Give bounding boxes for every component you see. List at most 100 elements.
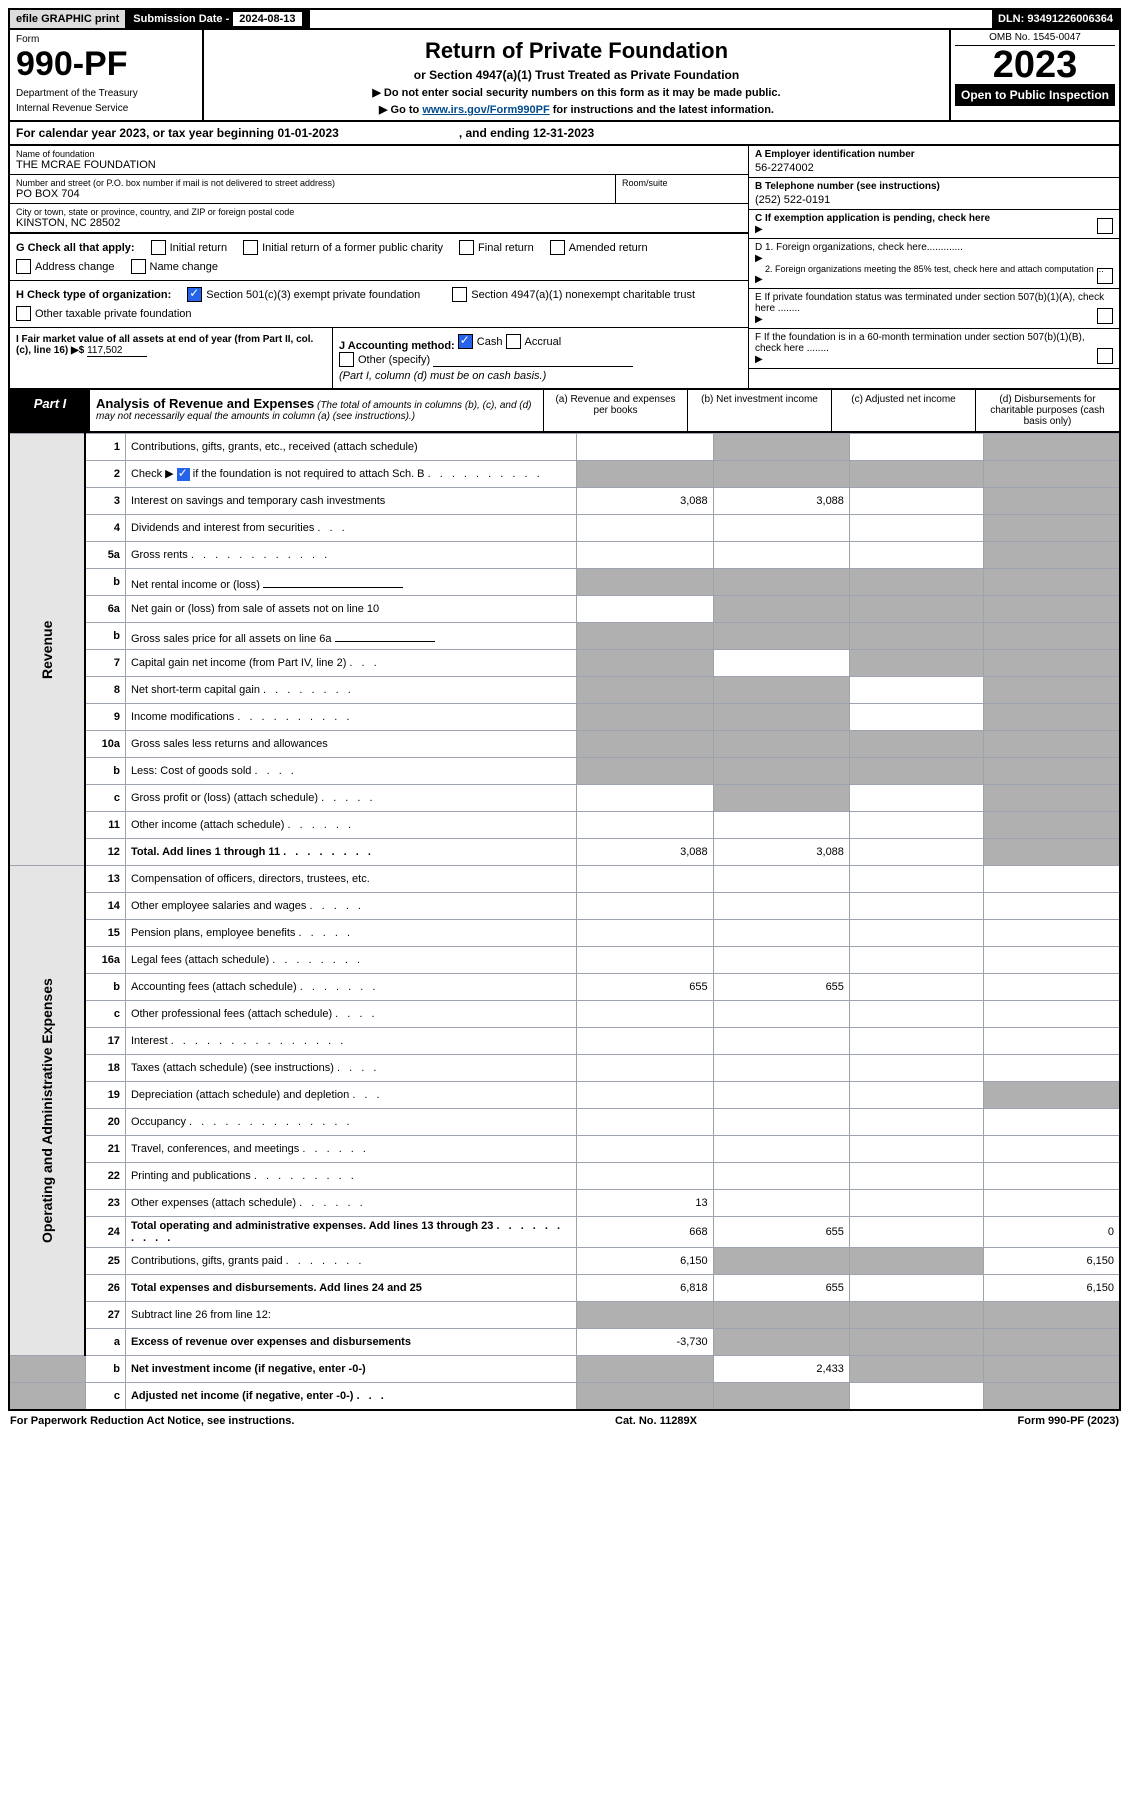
line-desc: Other professional fees (attach schedule… [125, 1001, 576, 1028]
cell-val: 6,150 [983, 1275, 1120, 1302]
table-row: b Accounting fees (attach schedule) . . … [9, 974, 1120, 1001]
chk-60-month[interactable] [1097, 348, 1113, 364]
submission-date-label: Submission Date - 2024-08-13 [127, 10, 309, 28]
chk-status-terminated[interactable] [1097, 308, 1113, 324]
chk-initial-former[interactable]: Initial return of a former public charit… [243, 240, 443, 255]
chk-exemption-pending[interactable] [1097, 218, 1113, 234]
table-row: b Net rental income or (loss) [9, 569, 1120, 596]
table-row: 6a Net gain or (loss) from sale of asset… [9, 596, 1120, 623]
table-row: 3 Interest on savings and temporary cash… [9, 488, 1120, 515]
g-label: G Check all that apply: [16, 242, 135, 254]
j-note: (Part I, column (d) must be on cash basi… [339, 370, 546, 382]
goto-pre: ▶ Go to [379, 104, 422, 116]
form-ref: Form 990-PF (2023) [1018, 1415, 1119, 1427]
part1-title: Analysis of Revenue and Expenses [96, 396, 314, 411]
goto-post: for instructions and the latest informat… [550, 104, 774, 116]
line-no: 25 [85, 1248, 125, 1275]
top-bar: efile GRAPHIC print Submission Date - 20… [8, 8, 1121, 30]
line-desc: Less: Cost of goods sold . . . . [125, 758, 576, 785]
chk-name-change[interactable]: Name change [131, 259, 219, 274]
line-desc: Subtract line 26 from line 12: [125, 1302, 576, 1329]
info-block: Name of foundation THE MCRAE FOUNDATION … [8, 146, 1121, 390]
cell-val: 655 [713, 1217, 849, 1248]
tax-year: 2023 [955, 46, 1115, 84]
line-desc: Total operating and administrative expen… [125, 1217, 576, 1248]
chk-accrual[interactable]: Accrual [506, 334, 562, 349]
line-desc: Legal fees (attach schedule) . . . . . .… [125, 947, 576, 974]
other-specify-field[interactable] [433, 352, 633, 367]
col-b-header: (b) Net investment income [687, 390, 831, 431]
line-desc: Net investment income (if negative, ente… [125, 1356, 576, 1383]
table-row: 11 Other income (attach schedule) . . . … [9, 812, 1120, 839]
cell-val: 3,088 [577, 839, 714, 866]
line-desc: Occupancy . . . . . . . . . . . . . . [125, 1109, 576, 1136]
line-no: 19 [85, 1082, 125, 1109]
section-ij: I Fair market value of all assets at end… [10, 327, 748, 388]
irs-label: Internal Revenue Service [16, 103, 196, 114]
col-a-header: (a) Revenue and expenses per books [543, 390, 687, 431]
line-no: 22 [85, 1163, 125, 1190]
chk-final-return[interactable]: Final return [459, 240, 534, 255]
chk-foreign-org[interactable] [1097, 268, 1113, 284]
irs-link[interactable]: www.irs.gov/Form990PF [422, 104, 549, 116]
table-row: b Net investment income (if negative, en… [9, 1356, 1120, 1383]
line-no: 11 [85, 812, 125, 839]
form-number: 990-PF [16, 45, 196, 84]
line-desc: Check ▶ if the foundation is not require… [125, 461, 576, 488]
chk-initial-return[interactable]: Initial return [151, 240, 227, 255]
line-no: 4 [85, 515, 125, 542]
chk-cash[interactable]: Cash [458, 334, 503, 349]
h-label: H Check type of organization: [16, 289, 171, 301]
table-row: 4 Dividends and interest from securities… [9, 515, 1120, 542]
section-g: G Check all that apply: Initial return I… [10, 233, 748, 280]
chk-other-taxable[interactable]: Other taxable private foundation [16, 306, 192, 321]
e-label: E If private foundation status was termi… [755, 292, 1113, 314]
chk-other-method[interactable]: Other (specify) [339, 352, 430, 367]
table-row: 15 Pension plans, employee benefits . . … [9, 920, 1120, 947]
table-row: 26 Total expenses and disbursements. Add… [9, 1275, 1120, 1302]
submission-date-value: 2024-08-13 [233, 12, 301, 26]
line-desc: Gross profit or (loss) (attach schedule)… [125, 785, 576, 812]
efile-print-button[interactable]: efile GRAPHIC print [10, 10, 127, 28]
paperwork-notice: For Paperwork Reduction Act Notice, see … [10, 1415, 294, 1427]
calyear-begin: For calendar year 2023, or tax year begi… [16, 126, 339, 140]
line-desc: Capital gain net income (from Part IV, l… [125, 650, 576, 677]
table-row: 18 Taxes (attach schedule) (see instruct… [9, 1055, 1120, 1082]
po-box: PO BOX 704 [16, 188, 609, 200]
chk-address-change[interactable]: Address change [16, 259, 115, 274]
table-row: Operating and Administrative Expenses 13… [9, 866, 1120, 893]
line-desc: Other income (attach schedule) . . . . .… [125, 812, 576, 839]
table-row: 23 Other expenses (attach schedule) . . … [9, 1190, 1120, 1217]
chk-4947a1[interactable]: Section 4947(a)(1) nonexempt charitable … [452, 287, 695, 302]
line-no: 21 [85, 1136, 125, 1163]
table-row: 24 Total operating and administrative ex… [9, 1217, 1120, 1248]
chk-sch-b[interactable] [177, 468, 190, 481]
table-row: c Other professional fees (attach schedu… [9, 1001, 1120, 1028]
line-desc: Contributions, gifts, grants paid . . . … [125, 1248, 576, 1275]
ein-label: A Employer identification number [755, 149, 1113, 160]
chk-amended[interactable]: Amended return [550, 240, 648, 255]
cat-number: Cat. No. 11289X [615, 1415, 697, 1427]
line-desc: Total expenses and disbursements. Add li… [125, 1275, 576, 1302]
cell-val: 3,088 [577, 488, 714, 515]
line-desc: Other expenses (attach schedule) . . . .… [125, 1190, 576, 1217]
table-row: 5a Gross rents . . . . . . . . . . . . [9, 542, 1120, 569]
line-no: 27 [85, 1302, 125, 1329]
line-desc: Net short-term capital gain . . . . . . … [125, 677, 576, 704]
line-no: 7 [85, 650, 125, 677]
line-desc: Pension plans, employee benefits . . . .… [125, 920, 576, 947]
page-footer: For Paperwork Reduction Act Notice, see … [8, 1411, 1121, 1427]
cell-val: 655 [577, 974, 714, 1001]
section-h: H Check type of organization: Section 50… [10, 280, 748, 327]
cell-val: 6,818 [577, 1275, 714, 1302]
line-desc: Interest . . . . . . . . . . . . . . . [125, 1028, 576, 1055]
chk-501c3[interactable]: Section 501(c)(3) exempt private foundat… [187, 287, 420, 302]
line-desc: Net gain or (loss) from sale of assets n… [125, 596, 576, 623]
table-row: b Gross sales price for all assets on li… [9, 623, 1120, 650]
cell-val: 668 [577, 1217, 714, 1248]
f-label: F If the foundation is in a 60-month ter… [755, 332, 1113, 354]
cell-val: 13 [577, 1190, 714, 1217]
table-row: 17 Interest . . . . . . . . . . . . . . … [9, 1028, 1120, 1055]
name-label: Name of foundation [16, 149, 742, 159]
line-no: 23 [85, 1190, 125, 1217]
